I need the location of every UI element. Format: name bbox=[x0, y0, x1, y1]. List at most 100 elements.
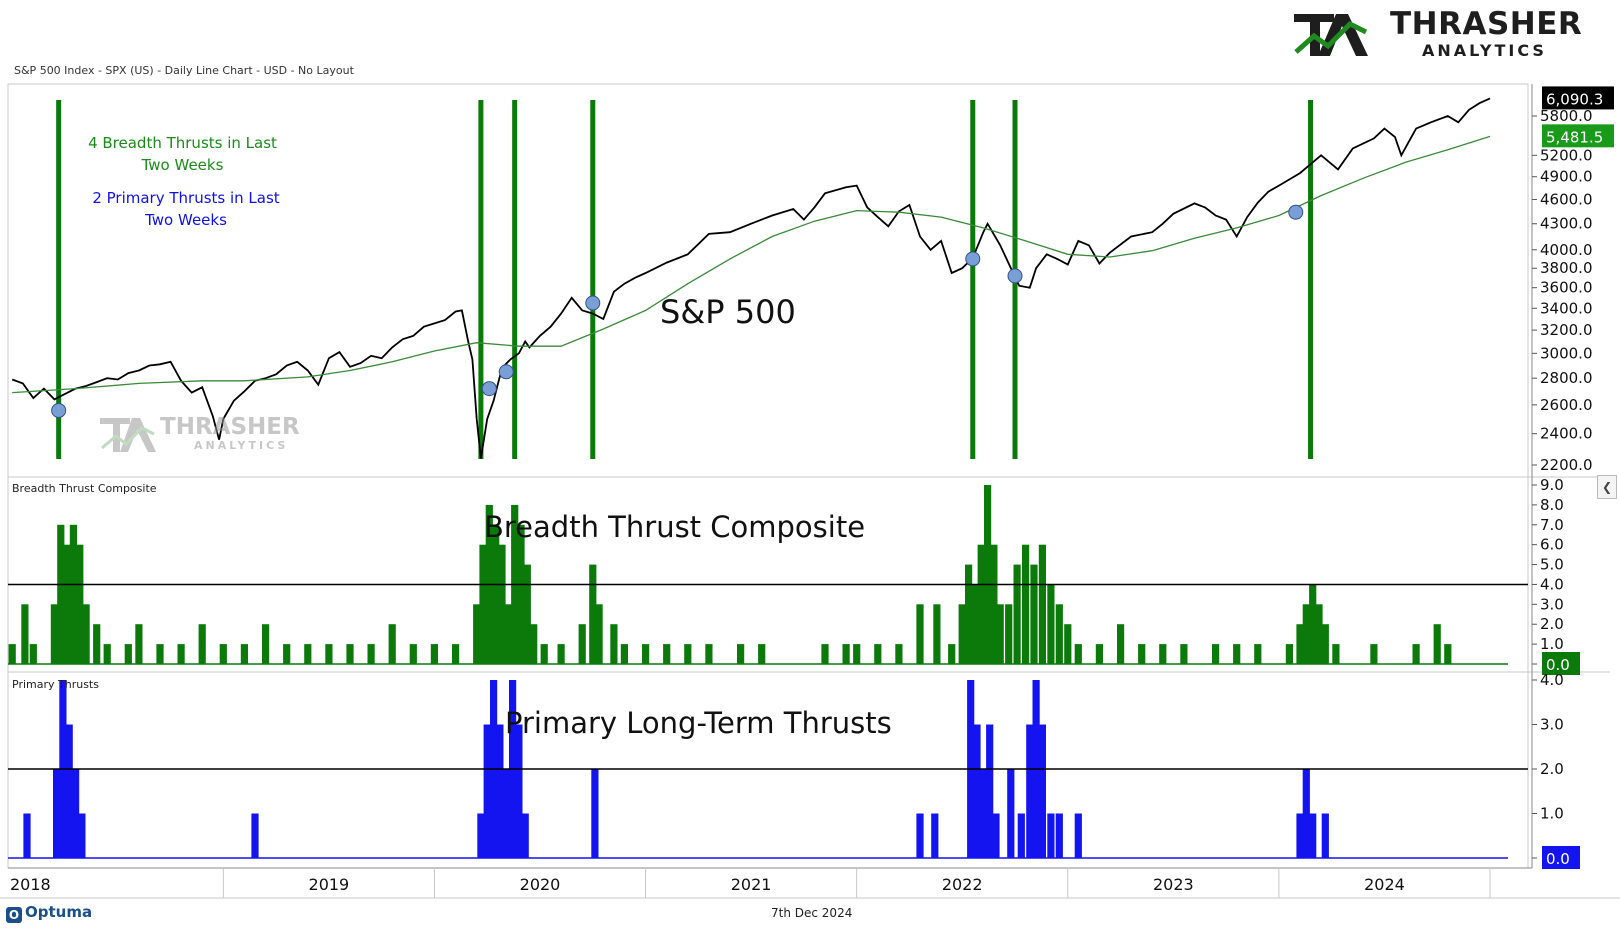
thrust-bar bbox=[367, 644, 375, 664]
y-tick-label: 7.0 bbox=[1540, 516, 1564, 534]
x-tick-label: 2021 bbox=[731, 875, 772, 894]
thrust-bar bbox=[1254, 644, 1262, 664]
thrust-bar bbox=[1047, 813, 1055, 858]
thrust-bar bbox=[1296, 624, 1304, 664]
thrust-bar bbox=[93, 624, 101, 664]
thrust-bar bbox=[1212, 644, 1220, 664]
last-value-badge bbox=[1542, 846, 1580, 869]
thrust-bar bbox=[103, 644, 111, 664]
thrust-marker bbox=[1007, 268, 1023, 284]
breadth-panel-label: Breadth Thrust Composite bbox=[12, 482, 157, 495]
thrust-bar bbox=[82, 604, 90, 664]
thrust-bar bbox=[578, 624, 586, 664]
thrust-bar bbox=[1117, 624, 1125, 664]
thrust-bar bbox=[1022, 544, 1030, 664]
thrust-bar bbox=[477, 813, 485, 858]
x-tick-label: 2022 bbox=[942, 875, 983, 894]
thrust-bar bbox=[1038, 544, 1046, 664]
thrust-bar bbox=[1026, 724, 1034, 858]
thrust-bar bbox=[1309, 813, 1317, 858]
last-price-badge bbox=[1542, 86, 1614, 110]
y-tick-label: 2800.0 bbox=[1540, 369, 1593, 387]
y-tick-label: 4.0 bbox=[1540, 671, 1564, 689]
y-tick-label: 8.0 bbox=[1540, 496, 1564, 514]
y-tick-label: 3200.0 bbox=[1540, 321, 1593, 339]
thrust-bar bbox=[1017, 813, 1025, 858]
breadth-panel-title: Breadth Thrust Composite bbox=[484, 510, 866, 544]
thrust-bar bbox=[65, 724, 73, 858]
thrust-bar bbox=[948, 644, 956, 664]
primary-panel-label: Primary Thrusts bbox=[12, 678, 99, 691]
thrust-bar bbox=[540, 644, 548, 664]
y-tick-label: 3800.0 bbox=[1540, 259, 1593, 277]
thrust-bar bbox=[1095, 644, 1103, 664]
thrust-bar bbox=[1302, 769, 1310, 858]
primary-note-line1: 2 Primary Thrusts in Last bbox=[92, 189, 280, 207]
x-tick-label: 2018 bbox=[10, 875, 51, 894]
optuma-name: Optuma bbox=[25, 903, 93, 921]
thrust-bar bbox=[496, 724, 504, 858]
brand-mark-icon bbox=[1294, 14, 1368, 56]
brand-sub: ANALYTICS bbox=[1422, 41, 1547, 60]
thrust-bar bbox=[1013, 564, 1021, 664]
thrust-marker bbox=[481, 381, 497, 397]
thrust-bar bbox=[990, 544, 998, 664]
thrust-bar bbox=[517, 524, 525, 664]
thrust-bar bbox=[63, 544, 71, 664]
thrust-bar bbox=[1321, 624, 1329, 664]
thrust-bar bbox=[591, 769, 599, 858]
thrust-bar bbox=[557, 644, 565, 664]
last-value-badge-text: 0.0 bbox=[1546, 850, 1570, 868]
primary-panel-title: Primary Long-Term Thrusts bbox=[505, 706, 892, 740]
thrust-bar bbox=[916, 813, 924, 858]
watermark-logo: THRASHER ANALYTICS bbox=[98, 414, 328, 456]
thrust-bar bbox=[1055, 604, 1063, 664]
thrust-bar bbox=[933, 604, 941, 664]
thrust-bar bbox=[76, 544, 84, 664]
thrust-bar bbox=[1007, 769, 1015, 858]
thrust-bar bbox=[262, 624, 270, 664]
x-tick-label: 2019 bbox=[309, 875, 350, 894]
y-tick-label: 4.0 bbox=[1540, 575, 1564, 593]
thrust-bar bbox=[1321, 813, 1329, 858]
thrust-bar bbox=[521, 813, 529, 858]
collapse-panel-button[interactable]: ❮ bbox=[1597, 475, 1617, 499]
y-tick-label: 2.0 bbox=[1540, 615, 1564, 633]
thrust-bar bbox=[483, 724, 491, 858]
breadth-note-line1: 4 Breadth Thrusts in Last bbox=[88, 134, 277, 152]
primary-note-line2: Two Weeks bbox=[145, 211, 227, 229]
thrust-bar bbox=[1370, 644, 1378, 664]
thrust-bar bbox=[1074, 813, 1082, 858]
thrust-bar bbox=[977, 544, 985, 664]
y-tick-label: 4900.0 bbox=[1540, 168, 1593, 186]
thrust-bar bbox=[346, 644, 354, 664]
thrust-bar bbox=[177, 644, 185, 664]
primary-thrust-note: 2 Primary Thrusts in Last Two Weeks bbox=[80, 187, 292, 231]
thrust-bar bbox=[589, 564, 597, 664]
thrust-bar bbox=[986, 724, 994, 858]
thrust-bar bbox=[1315, 604, 1323, 664]
thrust-bar bbox=[473, 604, 481, 664]
thrust-bar bbox=[78, 813, 86, 858]
y-tick-label: 5200.0 bbox=[1540, 146, 1593, 164]
thrust-bar bbox=[29, 644, 37, 664]
x-tick-label: 2024 bbox=[1364, 875, 1405, 894]
watermark-mark-icon bbox=[100, 418, 156, 452]
watermark-name: THRASHER bbox=[160, 414, 300, 440]
y-tick-label: 3.0 bbox=[1540, 595, 1564, 613]
thrust-bar bbox=[1074, 644, 1082, 664]
thrust-marker bbox=[51, 402, 67, 418]
thrust-bar bbox=[452, 644, 460, 664]
thrust-bar bbox=[515, 724, 523, 858]
thrust-bar bbox=[1233, 644, 1241, 664]
y-tick-label: 4000.0 bbox=[1540, 241, 1593, 259]
thrust-bar bbox=[663, 644, 671, 664]
last-price-badge-text: 6,090.3 bbox=[1546, 90, 1603, 108]
thrust-bar bbox=[240, 644, 248, 664]
thrust-bar bbox=[283, 644, 291, 664]
breadth-note-line2: Two Weeks bbox=[141, 156, 224, 174]
thrust-bar bbox=[979, 769, 987, 858]
thrust-bar bbox=[874, 644, 882, 664]
thrust-bar bbox=[1030, 564, 1038, 664]
